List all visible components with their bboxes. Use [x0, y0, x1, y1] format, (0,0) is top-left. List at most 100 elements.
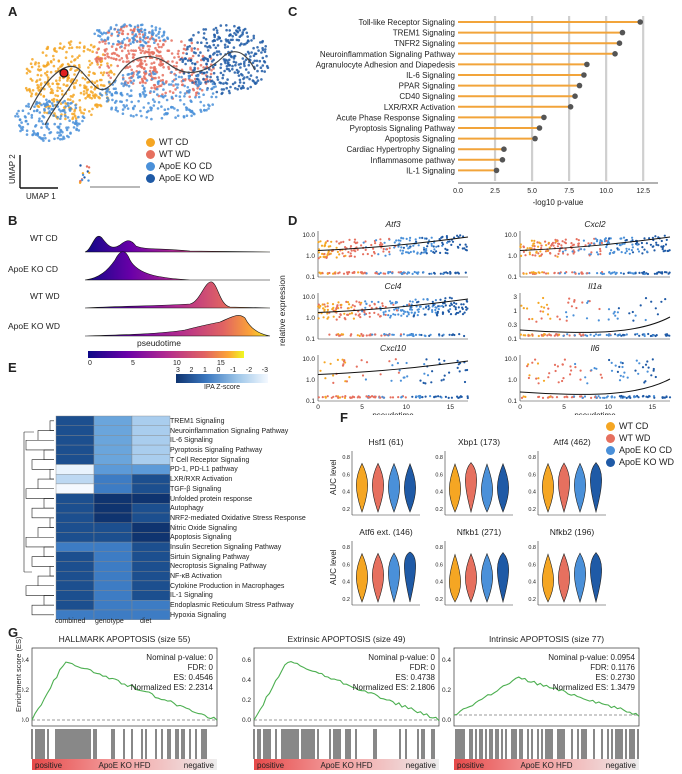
umap-point: [190, 100, 193, 103]
expr-point: [429, 395, 432, 398]
umap-point: [131, 71, 134, 75]
umap-point: [261, 56, 265, 60]
umap-point: [139, 23, 143, 27]
umap-point: [126, 107, 130, 110]
expr-point: [415, 271, 418, 274]
heat-cell: [55, 600, 95, 611]
expr-point: [341, 358, 344, 361]
umap-point: [156, 43, 160, 46]
umap-point: [249, 55, 252, 58]
expr-point: [410, 308, 414, 311]
expr-point: [353, 305, 356, 308]
umap-point: [53, 112, 56, 115]
umap-point: [40, 137, 43, 141]
ipa-pathway-label: IL-1 Signaling: [170, 592, 213, 600]
expr-point: [335, 318, 338, 321]
expr-point: [590, 251, 593, 254]
expr-point: [570, 305, 573, 308]
umap-point: [161, 35, 164, 38]
expr-point: [634, 333, 637, 336]
expr-point: [618, 333, 621, 336]
umap-point: [90, 113, 93, 117]
umap-point: [69, 131, 72, 135]
umap-point: [88, 70, 91, 74]
umap-point: [190, 114, 193, 118]
expr-point: [405, 361, 408, 365]
expr-point: [643, 272, 646, 276]
umap-point: [88, 59, 91, 63]
umap-point: [136, 76, 140, 79]
umap-point: [190, 37, 193, 41]
umap-point: [219, 63, 223, 66]
umap-point: [88, 49, 92, 52]
expr-point: [380, 334, 383, 337]
umap-point: [246, 75, 249, 79]
expr-point: [348, 376, 351, 379]
heat-cell: [93, 473, 133, 485]
expr-point: [435, 250, 438, 253]
expr-point: [446, 241, 449, 244]
gene-title: Il6: [591, 343, 600, 353]
panel-e-label: E: [8, 360, 17, 375]
x-axis-title: pseudotime: [574, 411, 616, 415]
umap-point: [56, 136, 60, 140]
heat-cell: [55, 570, 95, 582]
umap-point: [128, 94, 131, 98]
umap-point: [32, 129, 35, 133]
expr-point: [558, 242, 561, 246]
expr-point: [346, 313, 349, 316]
umap-point: [25, 129, 29, 132]
expr-point: [416, 314, 419, 317]
expr-point: [402, 271, 405, 274]
umap-point: [121, 29, 125, 33]
umap-point: [120, 82, 124, 85]
umap-point: [202, 77, 205, 81]
y-tick: 0.1: [508, 274, 517, 281]
umap-point: [141, 39, 145, 42]
expr-point: [319, 240, 322, 243]
gsea-stat: Normalized ES: 1.3479: [553, 683, 636, 692]
umap-point: [31, 133, 34, 137]
umap-point: [235, 30, 239, 33]
umap-point: [139, 109, 142, 113]
umap-point: [216, 31, 219, 35]
expr-point: [412, 314, 416, 317]
umap-point: [188, 88, 191, 92]
umap-point: [104, 42, 107, 45]
umap-point: [161, 73, 165, 77]
umap-point: [37, 105, 41, 108]
umap-point: [237, 74, 241, 77]
umap-point: [52, 114, 55, 117]
expr-point: [541, 271, 544, 274]
expr-point: [439, 298, 442, 301]
umap-point: [47, 111, 51, 115]
expr-point: [608, 358, 611, 362]
umap-point: [150, 24, 154, 28]
violin-shape: [372, 552, 384, 603]
umap-point: [130, 100, 133, 104]
umap-point: [208, 55, 212, 58]
dendro-branch: [25, 536, 54, 548]
umap-point: [170, 39, 173, 42]
expr-point: [574, 272, 577, 275]
umap-point: [137, 99, 140, 103]
expr-point: [586, 301, 589, 304]
umap-point: [225, 82, 229, 85]
expr-point: [625, 333, 628, 336]
ridge-apoecd: [84, 251, 270, 281]
expr-point: [412, 250, 415, 253]
umap-point: [237, 26, 241, 29]
expr-point: [462, 235, 465, 238]
expr-point: [317, 241, 320, 244]
umap-point: [125, 104, 128, 107]
expr-point: [448, 296, 451, 299]
expr-point: [384, 272, 387, 275]
umap-point: [57, 108, 61, 111]
expr-point: [326, 317, 329, 320]
expr-point: [458, 333, 461, 336]
expr-point: [668, 249, 671, 252]
umap-point: [100, 94, 104, 97]
